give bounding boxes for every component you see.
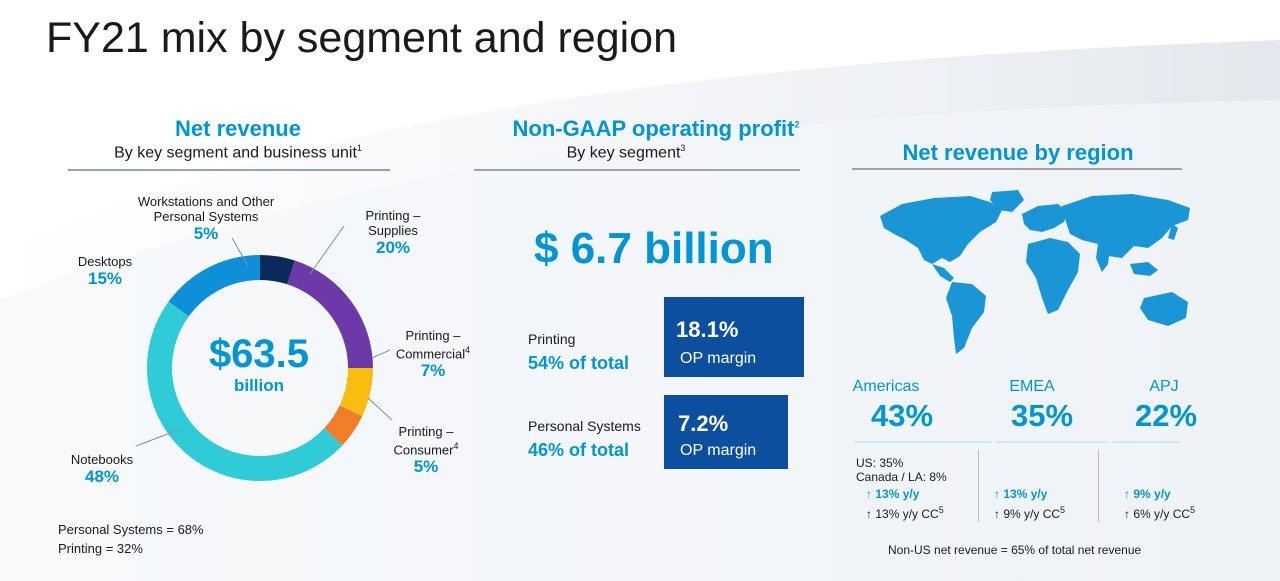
donut-slice [168, 255, 260, 317]
region-share-bars [854, 441, 1180, 443]
segment-label-workstations: Workstations and Other Personal Systems … [137, 194, 275, 243]
leader-line [231, 237, 249, 267]
segment-label-notebooks: Notebooks 48% [70, 452, 134, 486]
op-margin-box-printing: 18.1% OP margin [664, 297, 804, 377]
segment-label-desktops: Desktops 15% [77, 254, 133, 288]
up-arrow-icon: ↑ [994, 507, 1004, 521]
op-margin-box-personal-systems: 7.2% OP margin [664, 395, 788, 469]
donut-center-unit: billion [233, 376, 285, 395]
region-name-emea: EMEA [1009, 378, 1055, 395]
americas-split: US: 35% Canada / LA: 8% [856, 456, 947, 484]
up-arrow-icon: ↑ [866, 507, 876, 521]
net-revenue-title: Net revenue [175, 116, 301, 141]
region-bar-apj [1111, 441, 1180, 443]
donut-slice [287, 260, 373, 368]
op-profit-title: Non-GAAP operating profit2 [512, 116, 800, 141]
leader-line [367, 397, 393, 421]
donut-slice [147, 301, 343, 481]
segment-label-supplies: Printing – Supplies 20% [365, 208, 421, 257]
up-arrow-icon: ↑ [866, 487, 876, 501]
op-profit-rule [474, 169, 800, 171]
region-divider-1 [978, 450, 979, 522]
region-title: Net revenue by region [902, 140, 1134, 165]
apj-growth: ↑ 9% y/y ↑ 6% y/y CC5 [1124, 487, 1196, 521]
net-revenue-subtitle: By key segment and business unit1 [114, 143, 362, 162]
up-arrow-icon: ↑ [1124, 487, 1134, 501]
donut-slice [260, 255, 295, 285]
donut-slice [339, 368, 373, 417]
region-divider-2 [1098, 450, 1099, 522]
region-pct-apj: 22% [1134, 398, 1198, 433]
up-arrow-icon: ↑ [1124, 507, 1134, 521]
net-revenue-footer: Personal Systems = 68% Printing = 32% [58, 522, 204, 556]
region-name-apj: APJ [1149, 378, 1179, 395]
region-rule [852, 168, 1182, 170]
region-pct-americas: 43% [870, 398, 934, 433]
op-row-printing: Printing 54% of total [528, 331, 630, 373]
op-row-personal-systems: Personal Systems 46% of total [528, 418, 641, 460]
donut-center-value: $63.5 [208, 332, 310, 376]
up-arrow-icon: ↑ [994, 487, 1004, 501]
donut-slice [324, 405, 363, 446]
emea-growth: ↑ 13% y/y ↑ 9% y/y CC5 [994, 487, 1066, 521]
region-pct-emea: 35% [1010, 398, 1074, 433]
op-profit-total: $ 6.7 billion [534, 224, 774, 273]
segment-label-consumer: Printing – Consumer4 5% [393, 424, 459, 477]
region-name-americas: Americas [852, 378, 920, 395]
op-profit-subtitle: By key segment3 [566, 143, 686, 162]
segment-label-commercial: Printing – Commercial4 7% [395, 328, 471, 381]
leader-line [309, 225, 345, 275]
americas-growth: ↑ 13% y/y ↑ 13% y/y CC5 [866, 487, 944, 521]
region-bar-americas [854, 441, 992, 443]
world-map [880, 190, 1190, 354]
region-bar-emea [995, 441, 1108, 443]
net-revenue-rule [68, 169, 390, 171]
leader-line [371, 349, 391, 359]
page-title: FY21 mix by segment and region [46, 14, 677, 62]
leader-line [135, 429, 179, 447]
region-footer: Non-US net revenue = 65% of total net re… [888, 543, 1142, 557]
